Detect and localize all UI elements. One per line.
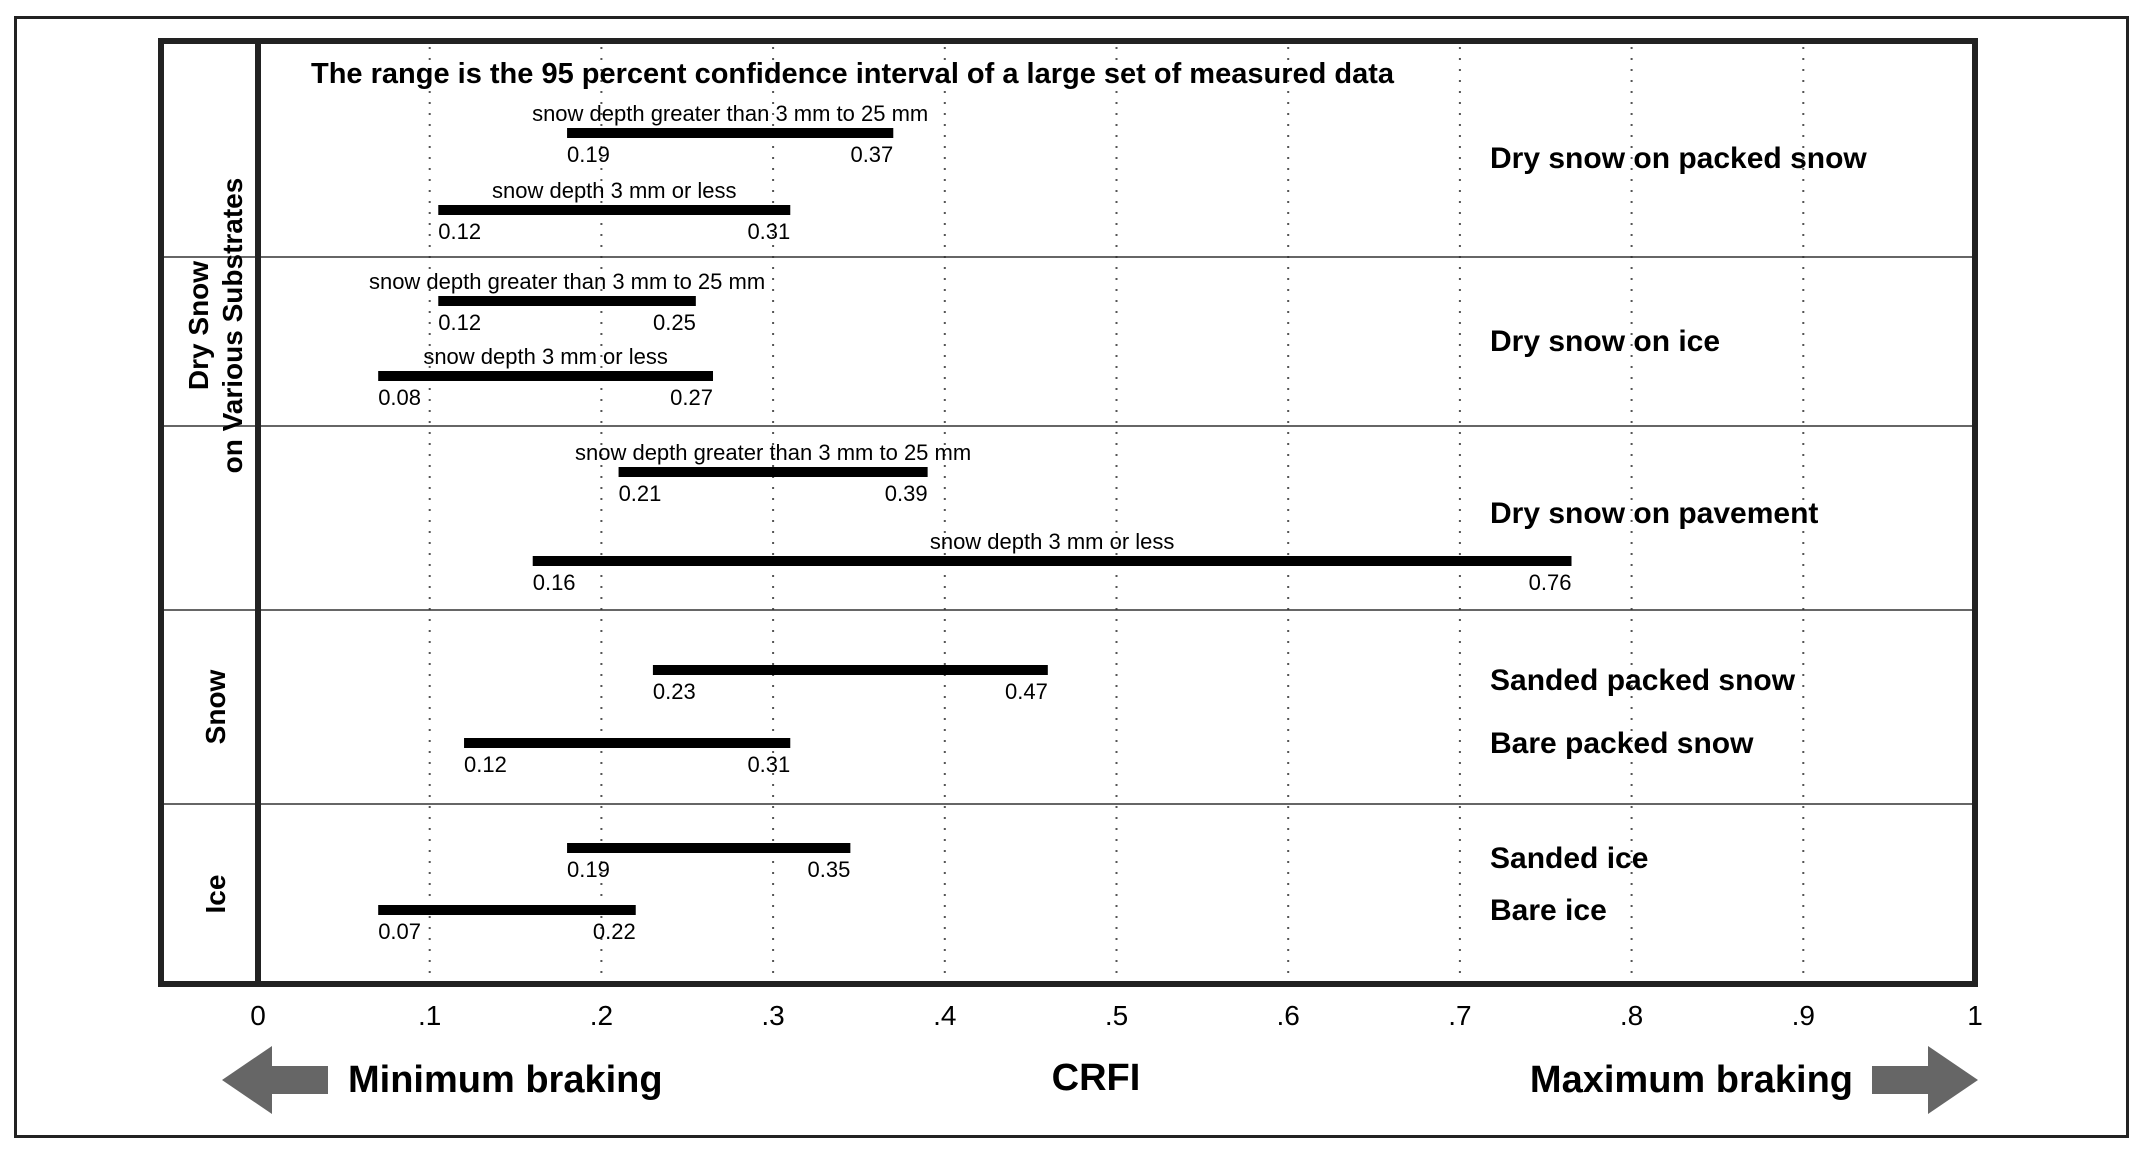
range-high-label: 0.39 — [885, 481, 928, 506]
chart-title: The range is the 95 percent confidence i… — [311, 58, 1395, 90]
condition-label: Dry snow on ice — [1490, 325, 1720, 358]
x-tick-label: .9 — [1792, 1000, 1815, 1031]
arrow-right-icon — [1872, 1046, 1978, 1114]
range-low-label: 0.12 — [438, 219, 481, 244]
range-high-label: 0.76 — [1529, 570, 1572, 595]
x-tick-label: .8 — [1620, 1000, 1643, 1031]
range-high-label: 0.35 — [808, 857, 851, 882]
range-low-label: 0.08 — [378, 385, 421, 410]
x-tick-label: .4 — [933, 1000, 956, 1031]
group-label-line: Snow — [200, 669, 231, 744]
range-note: snow depth greater than 3 mm to 25 mm — [369, 269, 765, 294]
condition-label: Bare packed snow — [1490, 727, 1754, 760]
group-label: Dry Snow on Various Substrates — [183, 178, 248, 474]
condition-label: Dry snow on pavement — [1490, 497, 1818, 530]
group-label: Ice — [200, 875, 231, 914]
range-note: snow depth 3 mm or less — [492, 178, 737, 203]
range-high-label: 0.37 — [850, 142, 893, 167]
range-high-label: 0.31 — [747, 219, 790, 244]
x-tick-label: .7 — [1448, 1000, 1471, 1031]
range-high-label: 0.22 — [593, 919, 636, 944]
x-tick-label: 1 — [1967, 1000, 1983, 1031]
group-label-line: on Various Substrates — [217, 178, 248, 474]
x-tick-label: .2 — [590, 1000, 613, 1031]
range-high-label: 0.31 — [747, 752, 790, 777]
range-note: snow depth greater than 3 mm to 25 mm — [575, 440, 971, 465]
range-low-label: 0.21 — [619, 481, 662, 506]
range-high-label: 0.27 — [670, 385, 713, 410]
range-note: snow depth 3 mm or less — [930, 529, 1175, 554]
range-note: snow depth 3 mm or less — [423, 344, 668, 369]
condition-label: Sanded ice — [1490, 842, 1648, 875]
range-low-label: 0.23 — [653, 679, 696, 704]
range-low-label: 0.12 — [438, 310, 481, 335]
x-tick-label: .3 — [761, 1000, 784, 1031]
arrow-left-icon — [222, 1046, 328, 1114]
range-low-label: 0.07 — [378, 919, 421, 944]
chart-frame — [158, 38, 1978, 987]
x-tick-label: 0 — [250, 1000, 266, 1031]
group-label-line: Ice — [200, 875, 231, 914]
group-label-line: Dry Snow — [183, 261, 214, 390]
group-label: Snow — [200, 669, 231, 744]
x-axis-label: CRFI — [1052, 1057, 1141, 1099]
range-note: snow depth greater than 3 mm to 25 mm — [532, 101, 928, 126]
x-tick-label: .1 — [418, 1000, 441, 1031]
condition-label: Bare ice — [1490, 894, 1607, 927]
range-low-label: 0.16 — [533, 570, 576, 595]
outer-frame — [14, 16, 2129, 1138]
condition-label: Dry snow on packed snow — [1490, 142, 1867, 175]
range-high-label: 0.47 — [1005, 679, 1048, 704]
max-braking-label: Maximum braking — [1530, 1059, 1853, 1101]
x-tick-label: .5 — [1105, 1000, 1128, 1031]
condition-label: Sanded packed snow — [1490, 664, 1796, 697]
range-low-label: 0.19 — [567, 857, 610, 882]
range-low-label: 0.19 — [567, 142, 610, 167]
min-braking-label: Minimum braking — [348, 1059, 663, 1101]
x-tick-label: .6 — [1277, 1000, 1300, 1031]
range-low-label: 0.12 — [464, 752, 507, 777]
range-high-label: 0.25 — [653, 310, 696, 335]
